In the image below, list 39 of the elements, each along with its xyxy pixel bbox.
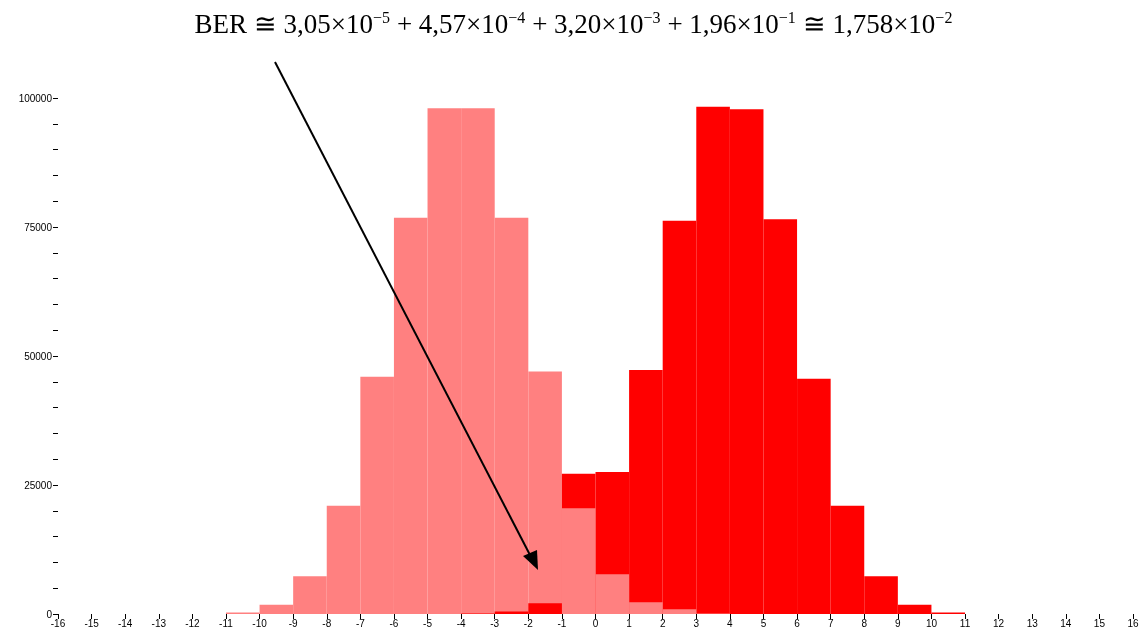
x-tick-label: -5 (423, 617, 433, 629)
x-tick-label: 12 (993, 617, 1005, 629)
x-tick-label: 1 (626, 617, 633, 629)
x-tick-label: -14 (117, 617, 133, 629)
x-tick-label: 6 (794, 617, 801, 629)
y-tick-label: 100000 (18, 92, 53, 104)
chart-title: BER ≅ 3,05×10$^{−5}$ + 4,57×10$^{−4}$ + 3,20×10$^{−3}$ + 1,96×10$^{−1}$ ≅ 1,758×10$^{−2}$ (194, 9, 953, 39)
x-tick-label: 0 (592, 617, 599, 629)
x-tick-label: -13 (151, 617, 167, 629)
y-tick-label: 25000 (24, 479, 53, 491)
x-tick-label: 5 (760, 617, 767, 629)
x-tick-label: 3 (693, 617, 700, 629)
x-tick-label: -2 (523, 617, 534, 629)
x-tick-label: 15 (1093, 617, 1106, 629)
x-tick-label: 8 (861, 617, 868, 629)
x-tick-label: -3 (490, 617, 500, 629)
x-tick-label: 13 (1026, 617, 1039, 629)
x-tick-label: -1 (557, 617, 567, 629)
x-tick-label: -6 (389, 617, 399, 629)
x-tick-label: -11 (219, 617, 234, 629)
x-tick-label: -9 (288, 617, 299, 629)
x-tick-label: 4 (727, 617, 734, 629)
x-tick-label: -10 (252, 617, 268, 629)
y-tick-label: 0 (46, 608, 53, 620)
x-tick-label: -8 (322, 617, 332, 629)
x-tick-label: -7 (355, 617, 366, 629)
x-tick-label: 14 (1060, 617, 1072, 629)
x-tick-label: 7 (827, 617, 834, 629)
x-tick-label: -16 (50, 617, 66, 629)
x-tick-label: 9 (895, 617, 902, 629)
x-tick-label: -12 (185, 617, 201, 629)
x-tick-label: 11 (959, 617, 971, 629)
x-tick-label: 10 (925, 617, 938, 629)
y-tick-label: 50000 (24, 350, 53, 362)
x-tick-label: 2 (659, 617, 666, 629)
x-tick-label: -15 (84, 617, 100, 629)
x-tick-label: 16 (1127, 617, 1139, 629)
x-tick-label: -4 (456, 617, 466, 629)
y-tick-label: 75000 (24, 221, 53, 233)
